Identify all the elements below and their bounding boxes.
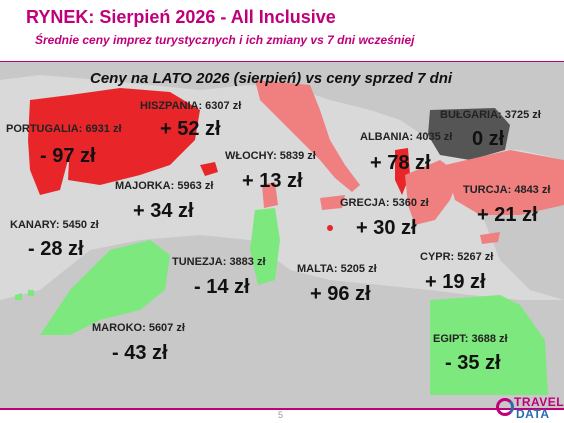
region-egipt bbox=[430, 295, 548, 395]
label-albania: ALBANIA: 4035 zł bbox=[360, 131, 453, 143]
label-malta: MALTA: 5205 zł bbox=[297, 263, 377, 275]
delta-hiszpania: + 52 zł bbox=[160, 118, 221, 140]
region-sicily bbox=[320, 195, 345, 210]
label-portugalia: PORTUGALIA: 6931 zł bbox=[6, 123, 122, 135]
delta-malta: + 96 zł bbox=[310, 283, 371, 305]
region-malta bbox=[327, 225, 333, 231]
label-bulgaria: BUŁGARIA: 3725 zł bbox=[440, 109, 541, 121]
map-title: Ceny na LATO 2026 (sierpień) vs ceny spr… bbox=[90, 70, 453, 87]
delta-kanary: - 28 zł bbox=[28, 238, 84, 260]
delta-majorka: + 34 zł bbox=[133, 200, 194, 222]
delta-egipt: - 35 zł bbox=[445, 352, 501, 374]
logo-line2: DATA bbox=[516, 407, 550, 421]
region-bulgaria bbox=[428, 108, 510, 160]
label-tunezja: TUNEZJA: 3883 zł bbox=[172, 256, 266, 268]
label-hiszpania: HISZPANIA: 6307 zł bbox=[140, 100, 242, 112]
header: RYNEK: Sierpień 2026 - All Inclusive Śre… bbox=[0, 0, 564, 62]
delta-wlochy: + 13 zł bbox=[242, 170, 303, 192]
region-tunezja bbox=[250, 208, 280, 285]
region-kanary bbox=[15, 290, 34, 300]
land-europe bbox=[0, 62, 564, 160]
delta-maroko: - 43 zł bbox=[112, 342, 168, 364]
label-cypr: CYPR: 5267 zł bbox=[420, 251, 494, 263]
region-hiszpania bbox=[68, 88, 200, 185]
label-wlochy: WŁOCHY: 5839 zł bbox=[225, 150, 316, 162]
region-sardinia bbox=[262, 182, 278, 208]
region-wlochy bbox=[255, 80, 360, 192]
label-majorka: MAJORKA: 5963 zł bbox=[115, 180, 214, 192]
bottom-divider bbox=[0, 408, 564, 410]
delta-albania: + 78 zł bbox=[370, 152, 431, 174]
delta-turcja: + 21 zł bbox=[477, 204, 538, 226]
region-turcja bbox=[445, 150, 564, 215]
delta-tunezja: - 14 zł bbox=[194, 276, 250, 298]
label-egipt: EGIPT: 3688 zł bbox=[433, 333, 508, 345]
region-cypr bbox=[480, 232, 500, 244]
delta-cypr: + 19 zł bbox=[425, 271, 486, 293]
delta-grecja: + 30 zł bbox=[356, 217, 417, 239]
page-subtitle: Średnie ceny imprez turystycznych i ich … bbox=[35, 33, 415, 47]
region-maroko bbox=[40, 240, 170, 335]
travel-data-logo: TRAVEL DATA bbox=[494, 394, 564, 422]
page-title: RYNEK: Sierpień 2026 - All Inclusive bbox=[26, 7, 336, 27]
label-kanary: KANARY: 5450 zł bbox=[10, 219, 99, 231]
region-majorka bbox=[200, 162, 218, 176]
logo-ring-icon bbox=[496, 398, 514, 416]
region-grecja bbox=[405, 160, 460, 225]
delta-bulgaria: 0 zł bbox=[472, 128, 505, 150]
label-turcja: TURCJA: 4843 zł bbox=[463, 184, 551, 196]
label-maroko: MAROKO: 5607 zł bbox=[92, 322, 185, 334]
label-grecja: GRECJA: 5360 zł bbox=[340, 197, 429, 209]
page-number: 5 bbox=[278, 410, 284, 420]
land-middle-east bbox=[480, 195, 564, 300]
region-portugalia bbox=[28, 95, 72, 195]
logo-line1: TRAVEL bbox=[514, 395, 564, 409]
delta-portugalia: - 97 zł bbox=[40, 145, 96, 167]
map bbox=[0, 62, 564, 408]
